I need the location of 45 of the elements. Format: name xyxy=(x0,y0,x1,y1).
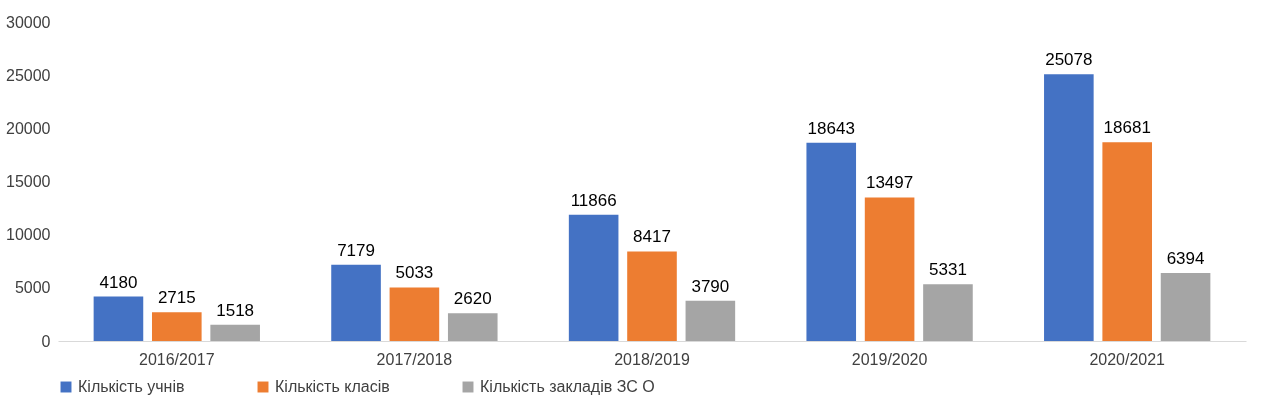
bar xyxy=(864,197,915,341)
bar xyxy=(568,214,619,341)
data-label: 4180 xyxy=(99,272,138,292)
bar xyxy=(210,324,260,341)
data-label: 6394 xyxy=(1166,249,1205,269)
y-tick-label: 20000 xyxy=(6,119,51,137)
y-tick-label: 5000 xyxy=(14,279,51,297)
y-tick-label: 25000 xyxy=(6,66,51,84)
data-label: 1518 xyxy=(216,300,255,320)
legend-label: Кількість учнів xyxy=(78,378,185,395)
data-label: 18681 xyxy=(1103,118,1151,138)
data-label: 5331 xyxy=(929,260,967,280)
bar xyxy=(447,313,498,341)
data-label: 2620 xyxy=(453,289,492,309)
x-tick-label: 2020/2021 xyxy=(1089,350,1166,368)
x-tick-label: 2016/2017 xyxy=(138,350,215,368)
x-tick-label: 2019/2020 xyxy=(851,350,928,368)
data-label: 2715 xyxy=(157,288,196,308)
bar xyxy=(152,312,202,341)
bar xyxy=(685,300,736,341)
legend-label: Кількість закладів ЗС О xyxy=(480,378,655,395)
data-label: 5033 xyxy=(395,263,434,283)
data-label: 3790 xyxy=(691,276,730,296)
bar xyxy=(389,287,440,341)
data-label: 25078 xyxy=(1045,50,1093,70)
data-label: 18643 xyxy=(807,118,855,138)
y-tick-label: 30000 xyxy=(6,13,51,31)
data-label: 7179 xyxy=(337,240,375,260)
x-tick-label: 2017/2018 xyxy=(376,350,453,368)
y-tick-label: 15000 xyxy=(6,173,51,190)
legend-label: Кількість класів xyxy=(275,378,390,395)
data-label: 8417 xyxy=(633,227,671,247)
y-tick-label: 0 xyxy=(41,332,51,350)
y-tick-label: 10000 xyxy=(6,226,51,244)
bar xyxy=(1044,74,1094,341)
bar xyxy=(1160,273,1211,341)
bar xyxy=(627,251,677,341)
data-label: 13497 xyxy=(865,173,914,193)
bar xyxy=(331,264,381,341)
data-label: 11866 xyxy=(570,190,617,210)
bar xyxy=(93,296,144,341)
bar xyxy=(806,142,857,341)
bar xyxy=(1102,142,1152,341)
bar xyxy=(923,284,973,341)
x-tick-label: 2018/2019 xyxy=(614,350,690,368)
